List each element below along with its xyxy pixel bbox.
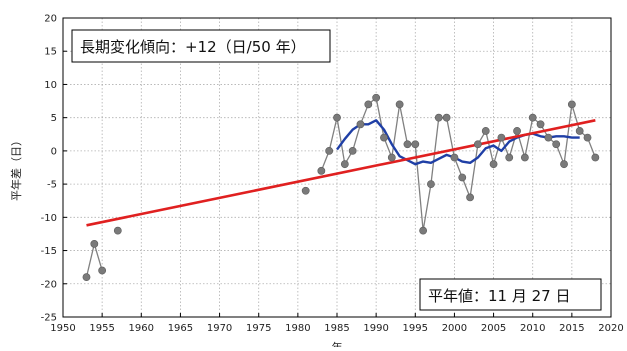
trend-annotation-box: 長期変化傾向：+12（日/50 年） [71,29,331,63]
annual-data-point [567,100,576,109]
annual-data-point [583,133,592,142]
y-tick-label: 15 [44,47,57,58]
x-tick-label: 1985 [324,323,349,334]
annual-data-point [489,160,498,169]
annual-data-point [505,153,514,162]
normal-annotation-box: 平年値：11 月 27 日 [419,278,602,311]
annual-data-point [411,140,420,149]
annual-data-point [544,133,553,142]
x-tick-label: 1990 [363,323,388,334]
annual-data-point [340,160,349,169]
x-tick-labels: 1950 1955 1960 1965 1970 1975 1980 1985 1990 1995… [50,323,623,334]
annual-data-point [419,226,428,235]
trend-line [86,119,596,227]
y-tick-label: 0 [51,146,57,157]
y-tick-label: -15 [41,246,57,257]
annual-data-point [395,100,404,109]
annual-data-point [348,146,357,155]
annual-data-point [356,120,365,129]
x-tick-label: 2015 [559,323,584,334]
annual-data-point [442,113,451,122]
x-tick-label: 2005 [481,323,506,334]
x-tick-label: 2000 [442,323,467,334]
x-axis-title: 年 [332,340,343,347]
annual-data-point [497,133,506,142]
x-tick-label: 1960 [129,323,154,334]
annual-data-point [466,193,474,202]
annual-data-point [372,93,381,102]
grid-layer [62,17,612,318]
y-tick-label: -25 [41,313,57,324]
annual-data-point [560,160,568,169]
annual-data-point [387,153,396,162]
annual-data-point [575,127,584,135]
annual-data-point [317,166,326,175]
y-tick-label: 10 [44,80,57,91]
normal-annotation-text: 平年値：11 月 27 日 [428,287,570,305]
series-layer [82,93,600,282]
annual-data-point [301,186,310,195]
y-axis-title: 平年差（日） [9,135,23,201]
x-tick-label: 1950 [50,323,75,334]
annual-data-point [458,173,467,182]
x-tick-label: 1975 [246,323,271,334]
x-tick-label: 1970 [207,323,232,334]
annual-data-point [591,153,600,162]
annual-data-point [536,120,545,129]
y-tick-label: -20 [41,279,57,290]
annual-data-point [552,140,561,149]
annual-data-point [364,100,373,109]
annual-data-point [528,113,537,122]
annual-data-point [403,140,412,149]
annual-data-point [474,140,482,149]
x-tick-label: 1965 [168,323,193,334]
annual-data-point [380,133,388,142]
plot-frame [62,17,612,318]
x-tick-label: 2010 [520,323,545,334]
annual-data-point [325,146,334,155]
y-tick-label: 20 [44,14,57,25]
y-tick-label: 5 [51,113,57,124]
annual-data-point [481,127,490,135]
annual-data-point [113,226,122,235]
y-tick-labels: 20 15 10 5 0 -5 -10 -15 -20 -25 [41,14,57,324]
annual-data-point [90,240,99,248]
x-tick-label: 1955 [89,323,114,334]
x-tick-label: 1980 [285,323,310,334]
annual-data-point [333,113,341,122]
annual-data-point [513,127,521,135]
y-tick-label: -10 [41,213,57,224]
x-tick-label: 2020 [598,323,623,334]
x-tick-label: 1995 [403,323,428,334]
annual-data-point [450,153,459,162]
annual-data-point [98,266,107,275]
y-tick-label: -5 [47,180,57,191]
annual-data-point [82,273,91,282]
annual-data-point [520,153,529,162]
annual-data-point [434,113,443,122]
trend-annotation-text: 長期変化傾向：+12（日/50 年） [80,38,306,56]
running-mean-line [336,119,580,166]
annual-data-point [427,180,435,189]
